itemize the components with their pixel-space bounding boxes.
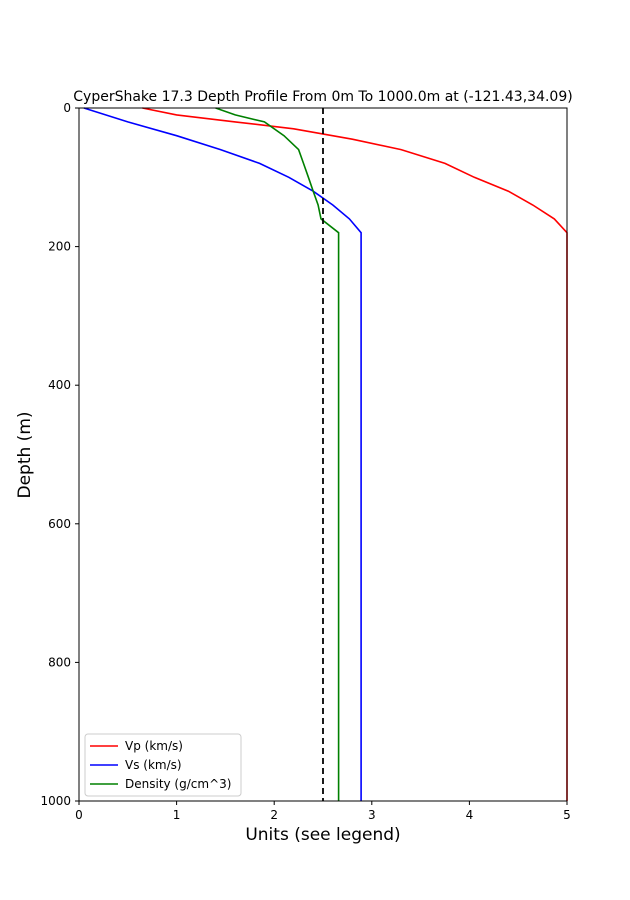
legend-label: Density (g/cm^3)	[125, 777, 231, 791]
legend: Vp (km/s) Vs (km/s) Density (g/cm^3)	[84, 733, 242, 797]
y-axis: 0 200 400 600 800 1000	[40, 101, 79, 808]
y-tick-label: 600	[48, 517, 71, 531]
y-tick-label: 800	[48, 655, 71, 669]
x-tick-label: 0	[75, 808, 83, 822]
y-tick-label: 1000	[40, 794, 71, 808]
y-axis-title: Depth (m)	[15, 411, 35, 498]
series-line-1	[83, 107, 362, 801]
y-tick-label: 200	[48, 240, 71, 254]
legend-label: Vs (km/s)	[125, 758, 182, 772]
y-tick-label: 0	[63, 101, 71, 115]
legend-label: Vp (km/s)	[125, 739, 183, 753]
chart-title: CyperShake 17.3 Depth Profile From 0m To…	[73, 89, 572, 105]
x-tick-label: 1	[173, 808, 181, 822]
plot-area	[83, 107, 568, 801]
x-axis: 0 1 2 3 4 5	[75, 801, 571, 822]
x-tick-label: 3	[368, 808, 376, 822]
x-tick-label: 4	[466, 808, 474, 822]
x-tick-label: 2	[270, 808, 278, 822]
series-line-2	[215, 107, 340, 801]
series-line-0	[142, 107, 568, 801]
legend-box	[84, 733, 242, 797]
x-axis-title: Units (see legend)	[245, 825, 400, 845]
plot-frame	[78, 107, 568, 802]
x-tick-label: 5	[563, 808, 571, 822]
y-tick-label: 400	[48, 378, 71, 392]
